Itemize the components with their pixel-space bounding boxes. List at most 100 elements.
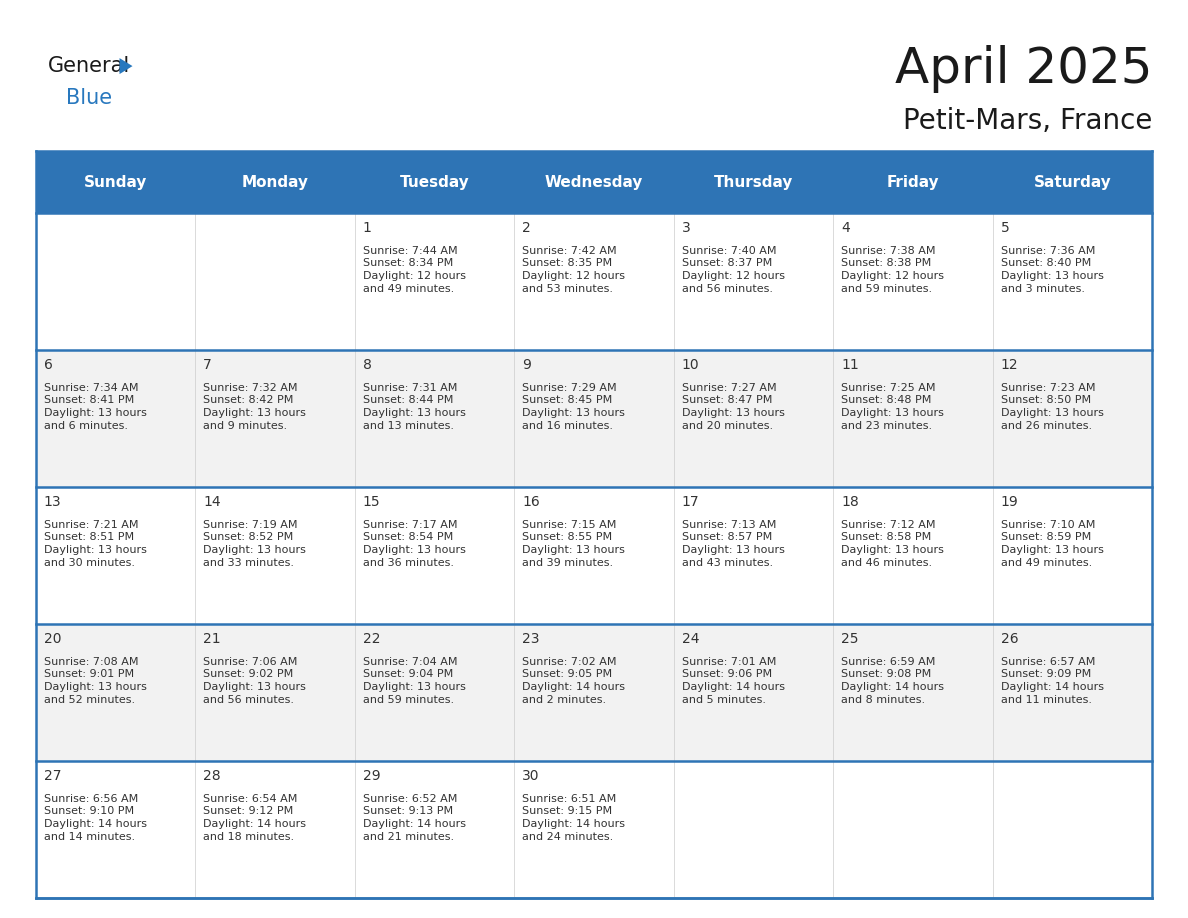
Text: Sunrise: 6:52 AM
Sunset: 9:13 PM
Daylight: 14 hours
and 21 minutes.: Sunrise: 6:52 AM Sunset: 9:13 PM Dayligh…	[362, 794, 466, 842]
Text: Sunrise: 7:36 AM
Sunset: 8:40 PM
Daylight: 13 hours
and 3 minutes.: Sunrise: 7:36 AM Sunset: 8:40 PM Dayligh…	[1000, 245, 1104, 294]
Text: 2: 2	[523, 221, 531, 235]
Text: Sunrise: 7:10 AM
Sunset: 8:59 PM
Daylight: 13 hours
and 49 minutes.: Sunrise: 7:10 AM Sunset: 8:59 PM Dayligh…	[1000, 520, 1104, 568]
Text: Sunrise: 7:21 AM
Sunset: 8:51 PM
Daylight: 13 hours
and 30 minutes.: Sunrise: 7:21 AM Sunset: 8:51 PM Dayligh…	[44, 520, 146, 568]
Text: 4: 4	[841, 221, 851, 235]
Text: Sunrise: 7:12 AM
Sunset: 8:58 PM
Daylight: 13 hours
and 46 minutes.: Sunrise: 7:12 AM Sunset: 8:58 PM Dayligh…	[841, 520, 944, 568]
Bar	[833, 623, 993, 761]
Text: 11: 11	[841, 358, 859, 372]
Text: Sunrise: 7:06 AM
Sunset: 9:02 PM
Daylight: 13 hours
and 56 minutes.: Sunrise: 7:06 AM Sunset: 9:02 PM Dayligh…	[203, 656, 307, 705]
Text: Sunrise: 7:31 AM
Sunset: 8:44 PM
Daylight: 13 hours
and 13 minutes.: Sunrise: 7:31 AM Sunset: 8:44 PM Dayligh…	[362, 383, 466, 431]
Text: 30: 30	[523, 769, 539, 783]
Bar	[674, 761, 833, 898]
Text: April 2025: April 2025	[895, 45, 1152, 93]
Bar	[514, 213, 674, 350]
Text: Tuesday: Tuesday	[399, 174, 469, 190]
Bar	[355, 350, 514, 487]
Text: 7: 7	[203, 358, 211, 372]
Text: Sunrise: 7:17 AM
Sunset: 8:54 PM
Daylight: 13 hours
and 36 minutes.: Sunrise: 7:17 AM Sunset: 8:54 PM Dayligh…	[362, 520, 466, 568]
Bar	[993, 761, 1152, 898]
Text: 13: 13	[44, 495, 62, 509]
Bar	[674, 487, 833, 623]
Text: Sunrise: 7:42 AM
Sunset: 8:35 PM
Daylight: 12 hours
and 53 minutes.: Sunrise: 7:42 AM Sunset: 8:35 PM Dayligh…	[523, 245, 625, 294]
Text: 9: 9	[523, 358, 531, 372]
Bar	[833, 350, 993, 487]
Text: Sunrise: 7:08 AM
Sunset: 9:01 PM
Daylight: 13 hours
and 52 minutes.: Sunrise: 7:08 AM Sunset: 9:01 PM Dayligh…	[44, 656, 146, 705]
Bar	[993, 350, 1152, 487]
Bar	[355, 761, 514, 898]
Text: Sunrise: 7:23 AM
Sunset: 8:50 PM
Daylight: 13 hours
and 26 minutes.: Sunrise: 7:23 AM Sunset: 8:50 PM Dayligh…	[1000, 383, 1104, 431]
Bar	[355, 623, 514, 761]
Bar	[36, 623, 195, 761]
Text: 22: 22	[362, 632, 380, 646]
Text: 1: 1	[362, 221, 372, 235]
Bar	[833, 761, 993, 898]
Text: Sunrise: 7:38 AM
Sunset: 8:38 PM
Daylight: 12 hours
and 59 minutes.: Sunrise: 7:38 AM Sunset: 8:38 PM Dayligh…	[841, 245, 944, 294]
Text: 16: 16	[523, 495, 541, 509]
Bar	[993, 487, 1152, 623]
Bar	[355, 213, 514, 350]
Text: Sunrise: 6:59 AM
Sunset: 9:08 PM
Daylight: 14 hours
and 8 minutes.: Sunrise: 6:59 AM Sunset: 9:08 PM Dayligh…	[841, 656, 944, 705]
Bar	[195, 487, 355, 623]
Text: Sunrise: 6:54 AM
Sunset: 9:12 PM
Daylight: 14 hours
and 18 minutes.: Sunrise: 6:54 AM Sunset: 9:12 PM Dayligh…	[203, 794, 307, 842]
Text: 12: 12	[1000, 358, 1018, 372]
Bar	[36, 487, 195, 623]
Text: Sunrise: 7:44 AM
Sunset: 8:34 PM
Daylight: 12 hours
and 49 minutes.: Sunrise: 7:44 AM Sunset: 8:34 PM Dayligh…	[362, 245, 466, 294]
Text: 3: 3	[682, 221, 690, 235]
Text: 18: 18	[841, 495, 859, 509]
Bar	[36, 151, 1152, 213]
Bar	[674, 213, 833, 350]
Bar	[195, 350, 355, 487]
Text: 14: 14	[203, 495, 221, 509]
Text: 27: 27	[44, 769, 61, 783]
Bar	[514, 350, 674, 487]
Text: 8: 8	[362, 358, 372, 372]
Text: Sunrise: 6:56 AM
Sunset: 9:10 PM
Daylight: 14 hours
and 14 minutes.: Sunrise: 6:56 AM Sunset: 9:10 PM Dayligh…	[44, 794, 146, 842]
Text: Sunrise: 7:25 AM
Sunset: 8:48 PM
Daylight: 13 hours
and 23 minutes.: Sunrise: 7:25 AM Sunset: 8:48 PM Dayligh…	[841, 383, 944, 431]
Bar	[514, 487, 674, 623]
Text: Petit-Mars, France: Petit-Mars, France	[903, 107, 1152, 135]
Bar	[993, 213, 1152, 350]
Text: 21: 21	[203, 632, 221, 646]
Text: Sunrise: 7:34 AM
Sunset: 8:41 PM
Daylight: 13 hours
and 6 minutes.: Sunrise: 7:34 AM Sunset: 8:41 PM Dayligh…	[44, 383, 146, 431]
Text: Friday: Friday	[886, 174, 940, 190]
Text: Sunrise: 7:13 AM
Sunset: 8:57 PM
Daylight: 13 hours
and 43 minutes.: Sunrise: 7:13 AM Sunset: 8:57 PM Dayligh…	[682, 520, 784, 568]
Bar	[195, 761, 355, 898]
Text: Sunrise: 7:27 AM
Sunset: 8:47 PM
Daylight: 13 hours
and 20 minutes.: Sunrise: 7:27 AM Sunset: 8:47 PM Dayligh…	[682, 383, 784, 431]
Text: Sunrise: 7:29 AM
Sunset: 8:45 PM
Daylight: 13 hours
and 16 minutes.: Sunrise: 7:29 AM Sunset: 8:45 PM Dayligh…	[523, 383, 625, 431]
Text: Sunday: Sunday	[83, 174, 147, 190]
Bar	[993, 623, 1152, 761]
Bar	[514, 623, 674, 761]
Bar	[36, 213, 195, 350]
Bar	[833, 487, 993, 623]
Text: Wednesday: Wednesday	[545, 174, 643, 190]
Text: 28: 28	[203, 769, 221, 783]
Text: 24: 24	[682, 632, 700, 646]
Text: 25: 25	[841, 632, 859, 646]
Bar	[36, 761, 195, 898]
Text: Sunrise: 6:57 AM
Sunset: 9:09 PM
Daylight: 14 hours
and 11 minutes.: Sunrise: 6:57 AM Sunset: 9:09 PM Dayligh…	[1000, 656, 1104, 705]
Text: Sunrise: 7:19 AM
Sunset: 8:52 PM
Daylight: 13 hours
and 33 minutes.: Sunrise: 7:19 AM Sunset: 8:52 PM Dayligh…	[203, 520, 307, 568]
Text: Thursday: Thursday	[714, 174, 794, 190]
Text: 19: 19	[1000, 495, 1018, 509]
Text: Sunrise: 7:02 AM
Sunset: 9:05 PM
Daylight: 14 hours
and 2 minutes.: Sunrise: 7:02 AM Sunset: 9:05 PM Dayligh…	[523, 656, 625, 705]
Bar	[195, 623, 355, 761]
Text: 23: 23	[523, 632, 539, 646]
Text: 15: 15	[362, 495, 380, 509]
Text: 5: 5	[1000, 221, 1010, 235]
Bar	[514, 761, 674, 898]
Polygon shape	[120, 58, 133, 74]
Bar	[674, 623, 833, 761]
Bar	[674, 350, 833, 487]
Text: Sunrise: 6:51 AM
Sunset: 9:15 PM
Daylight: 14 hours
and 24 minutes.: Sunrise: 6:51 AM Sunset: 9:15 PM Dayligh…	[523, 794, 625, 842]
Text: Sunrise: 7:32 AM
Sunset: 8:42 PM
Daylight: 13 hours
and 9 minutes.: Sunrise: 7:32 AM Sunset: 8:42 PM Dayligh…	[203, 383, 307, 431]
Text: 6: 6	[44, 358, 52, 372]
Text: Saturday: Saturday	[1034, 174, 1112, 190]
Text: Sunrise: 7:01 AM
Sunset: 9:06 PM
Daylight: 14 hours
and 5 minutes.: Sunrise: 7:01 AM Sunset: 9:06 PM Dayligh…	[682, 656, 785, 705]
Text: Sunrise: 7:15 AM
Sunset: 8:55 PM
Daylight: 13 hours
and 39 minutes.: Sunrise: 7:15 AM Sunset: 8:55 PM Dayligh…	[523, 520, 625, 568]
Text: Monday: Monday	[241, 174, 309, 190]
Text: Sunrise: 7:40 AM
Sunset: 8:37 PM
Daylight: 12 hours
and 56 minutes.: Sunrise: 7:40 AM Sunset: 8:37 PM Dayligh…	[682, 245, 785, 294]
Text: 26: 26	[1000, 632, 1018, 646]
Text: General: General	[48, 56, 129, 76]
Text: Blue: Blue	[65, 88, 112, 108]
Text: Sunrise: 7:04 AM
Sunset: 9:04 PM
Daylight: 13 hours
and 59 minutes.: Sunrise: 7:04 AM Sunset: 9:04 PM Dayligh…	[362, 656, 466, 705]
